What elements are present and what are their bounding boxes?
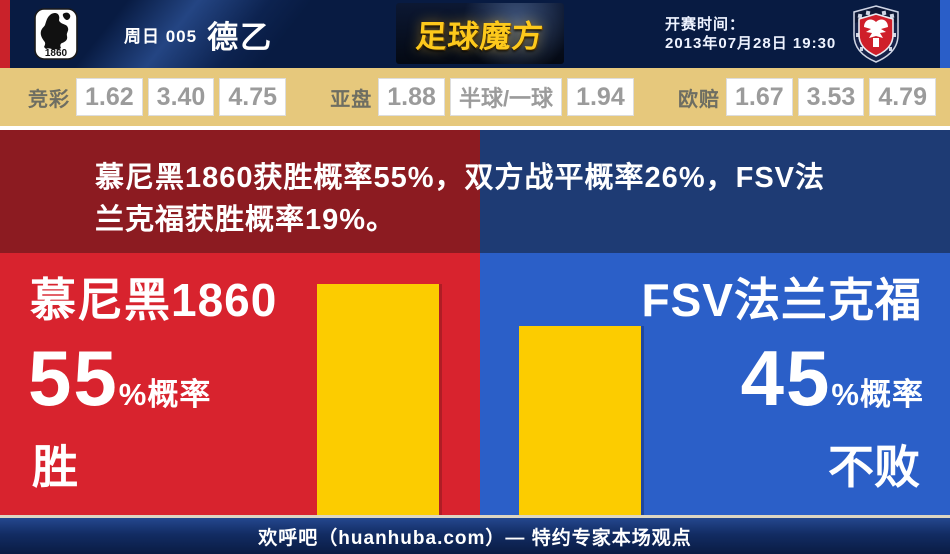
away-probability-bar (519, 326, 641, 515)
summary-background-left (0, 130, 480, 253)
home-probability: 55%概率 (28, 333, 211, 424)
right-blue-edge-stripe (940, 0, 950, 68)
odds-boxes: 1.62 3.40 4.75 (76, 78, 287, 116)
home-team-1860-munich-badge-icon: 1860 (34, 8, 78, 60)
left-red-edge-stripe (0, 0, 10, 68)
odds-group-oupei: 欧赔 1.67 3.53 4.79 (678, 78, 936, 116)
home-team-name: 慕尼黑1860 (30, 274, 278, 326)
odds-value-box: 1.67 (725, 78, 793, 116)
match-info: 周日 005 德乙 (124, 0, 273, 68)
separator-line-bottom (0, 515, 950, 518)
odds-value-box: 1.62 (76, 78, 143, 116)
summary-line-2: 兰克福获胜概率19%。 (95, 204, 397, 236)
probability-summary-strip: 慕尼黑1860获胜概率55%，双方战平概率26%，FSV法 兰克福获胜概率19%… (0, 130, 950, 253)
kickoff-time: 开赛时间： 2013年07月28日 19:30 (665, 0, 836, 68)
odds-group-yapan: 亚盘 1.88 半球/一球 1.94 (330, 78, 634, 116)
odds-value-box: 4.75 (219, 78, 287, 116)
header-bar: 1860 周日 005 德乙 足球魔方 开赛时间： 2013年07月28日 19… (0, 0, 950, 68)
odds-label-jingcai: 竞彩 (28, 88, 70, 111)
odds-label-yapan: 亚盘 (330, 88, 373, 111)
odds-value-box: 1.88 (378, 78, 445, 116)
home-probability-suffix: %概率 (118, 377, 212, 412)
away-probability-value: 45 (740, 334, 832, 422)
odds-boxes: 1.88 半球/一球 1.94 (378, 78, 634, 116)
kickoff-datetime: 2013年07月28日 19:30 (665, 35, 837, 52)
probability-comparison-chart: 慕尼黑1860 55%概率 胜 FSV法兰克福 45%概率 不败 (0, 253, 950, 515)
odds-label-oupei: 欧赔 (677, 88, 720, 111)
kickoff-label: 开赛时间： (665, 16, 746, 33)
odds-boxes: 1.67 3.53 4.79 (725, 78, 936, 116)
league-name: 德乙 (207, 19, 274, 55)
brand-logo: 足球魔方 (396, 3, 564, 64)
odds-value-box: 4.79 (869, 78, 936, 116)
away-probability-suffix: %概率 (831, 377, 924, 412)
home-badge-year: 1860 (45, 48, 68, 59)
odds-handicap-box: 半球/一球 (449, 78, 563, 116)
odds-row: 竞彩 1.62 3.40 4.75 亚盘 1.88 半球/一球 1.94 欧赔 … (0, 68, 950, 126)
odds-value-box: 3.53 (797, 78, 865, 116)
odds-value-box: 1.94 (567, 78, 634, 116)
probability-summary-text: 慕尼黑1860获胜概率55%，双方战平概率26%，FSV法 兰克福获胜概率19%… (95, 157, 895, 241)
separator-line-top (0, 126, 950, 130)
home-probability-bar (317, 284, 439, 515)
summary-line-1: 慕尼黑1860获胜概率55%，双方战平概率26%，FSV法 (95, 162, 825, 194)
odds-group-jingcai: 竞彩 1.62 3.40 4.75 (28, 78, 287, 116)
footer-bar: 欢呼吧（huanhuba.com）— 特约专家本场观点 (0, 518, 950, 554)
odds-value-box: 3.40 (147, 78, 215, 116)
home-outcome-label: 胜 (32, 441, 78, 493)
footer-site-credit: 欢呼吧（huanhuba.com）— 特约专家本场观点 (258, 527, 692, 549)
match-day-number: 周日 005 (124, 26, 198, 46)
home-probability-value: 55 (28, 334, 119, 422)
away-outcome-label: 不败 (828, 441, 920, 493)
summary-background-right (480, 130, 950, 253)
away-team-fsv-frankfurt-badge-icon (852, 5, 900, 63)
brand-logo-text: 足球魔方 (414, 19, 546, 54)
away-probability: 45%概率 (741, 333, 924, 424)
away-team-name: FSV法兰克福 (641, 274, 922, 326)
